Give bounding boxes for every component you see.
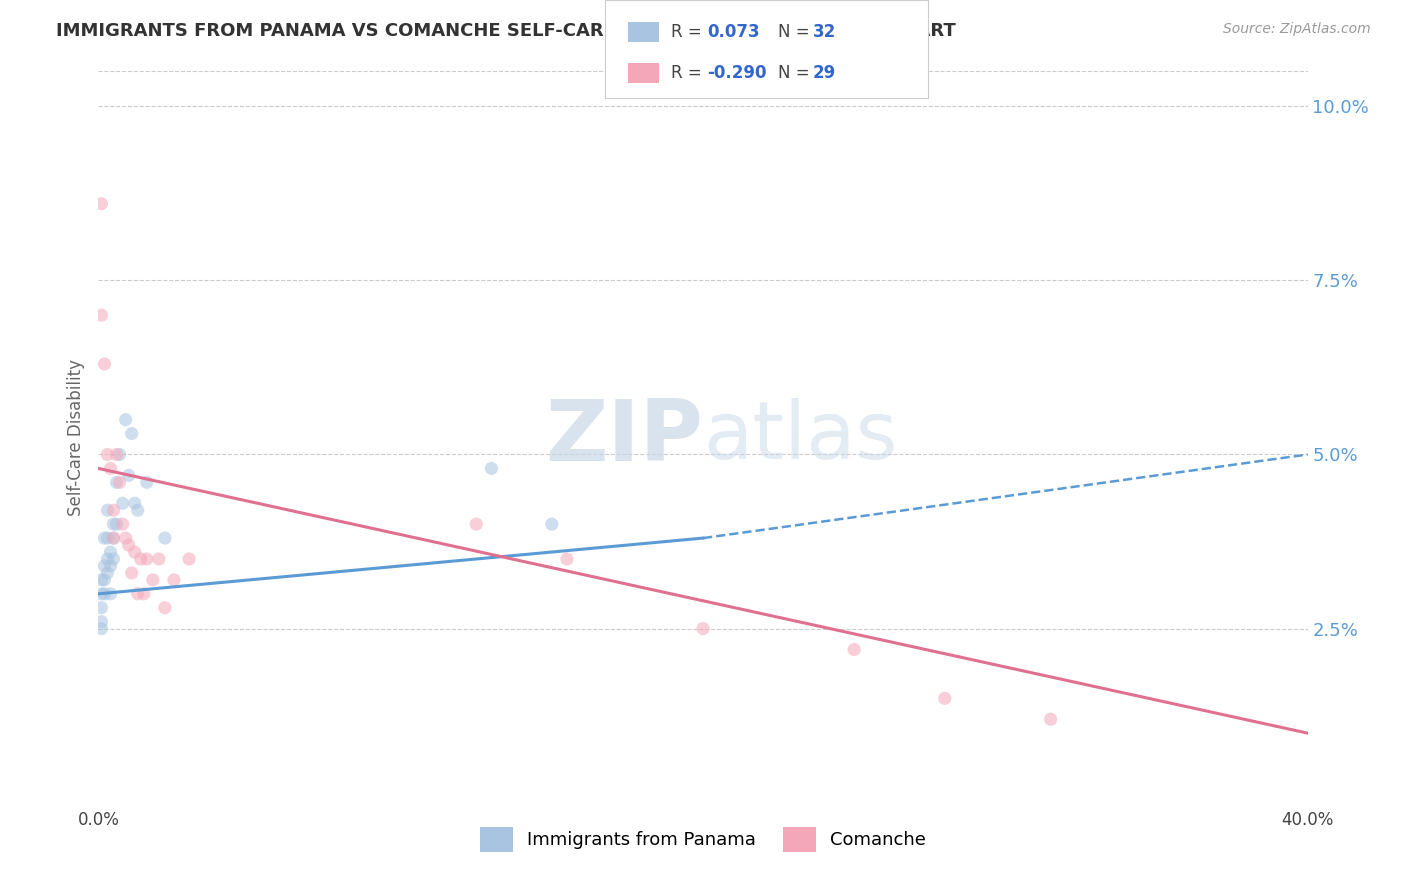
Point [121,426,143,441]
Y-axis label: Self-Care Disability: Self-Care Disability [66,359,84,516]
Text: IMMIGRANTS FROM PANAMA VS COMANCHE SELF-CARE DISABILITY CORRELATION CHART: IMMIGRANTS FROM PANAMA VS COMANCHE SELF-… [56,22,956,40]
Point [135,552,157,566]
Text: 32: 32 [813,23,837,41]
Text: R =: R = [671,64,707,82]
Text: atlas: atlas [703,398,897,476]
Point [96,503,118,517]
Point [100,545,122,559]
Point [179,552,201,566]
Point [153,600,176,615]
Point [105,448,128,462]
Point [121,566,143,580]
Text: ZIP: ZIP [546,395,703,479]
Point [93,587,115,601]
Point [465,517,488,532]
Point [118,468,141,483]
Text: 29: 29 [813,64,837,82]
Point [96,531,118,545]
Point [90,587,112,601]
Point [100,558,122,573]
Text: N =: N = [778,64,814,82]
Point [108,475,131,490]
Text: R =: R = [671,23,707,41]
Point [142,573,165,587]
Point [96,566,118,580]
Point [103,552,125,566]
Point [90,615,112,629]
Point [132,587,155,601]
Point [103,531,125,545]
Point [114,531,136,545]
Point [103,531,125,545]
Point [90,573,112,587]
Point [100,587,122,601]
Point [111,496,134,510]
Point [481,461,503,475]
Point [108,448,131,462]
Point [96,552,118,566]
Point [93,558,115,573]
Point [129,552,152,566]
Point [111,517,134,532]
Point [114,412,136,426]
Point [555,552,578,566]
Text: -0.290: -0.290 [707,64,766,82]
Point [103,517,125,532]
Legend: Immigrants from Panama, Comanche: Immigrants from Panama, Comanche [472,820,934,860]
Point [90,600,112,615]
Point [100,461,122,475]
Point [163,573,186,587]
Point [127,503,149,517]
Point [934,691,956,706]
Point [93,357,115,371]
Point [103,503,125,517]
Point [90,308,112,322]
Point [90,196,112,211]
Point [540,517,562,532]
Point [124,496,146,510]
Text: 0.073: 0.073 [707,23,759,41]
Point [96,448,118,462]
Point [105,517,128,532]
Point [105,475,128,490]
Point [844,642,866,657]
Text: N =: N = [778,23,814,41]
Text: Source: ZipAtlas.com: Source: ZipAtlas.com [1223,22,1371,37]
Point [153,531,176,545]
Point [93,573,115,587]
Point [93,531,115,545]
Point [135,475,157,490]
Point [127,587,149,601]
Point [148,552,170,566]
Point [90,622,112,636]
Point [118,538,141,552]
Point [692,622,714,636]
Point [124,545,146,559]
Point [1039,712,1062,726]
